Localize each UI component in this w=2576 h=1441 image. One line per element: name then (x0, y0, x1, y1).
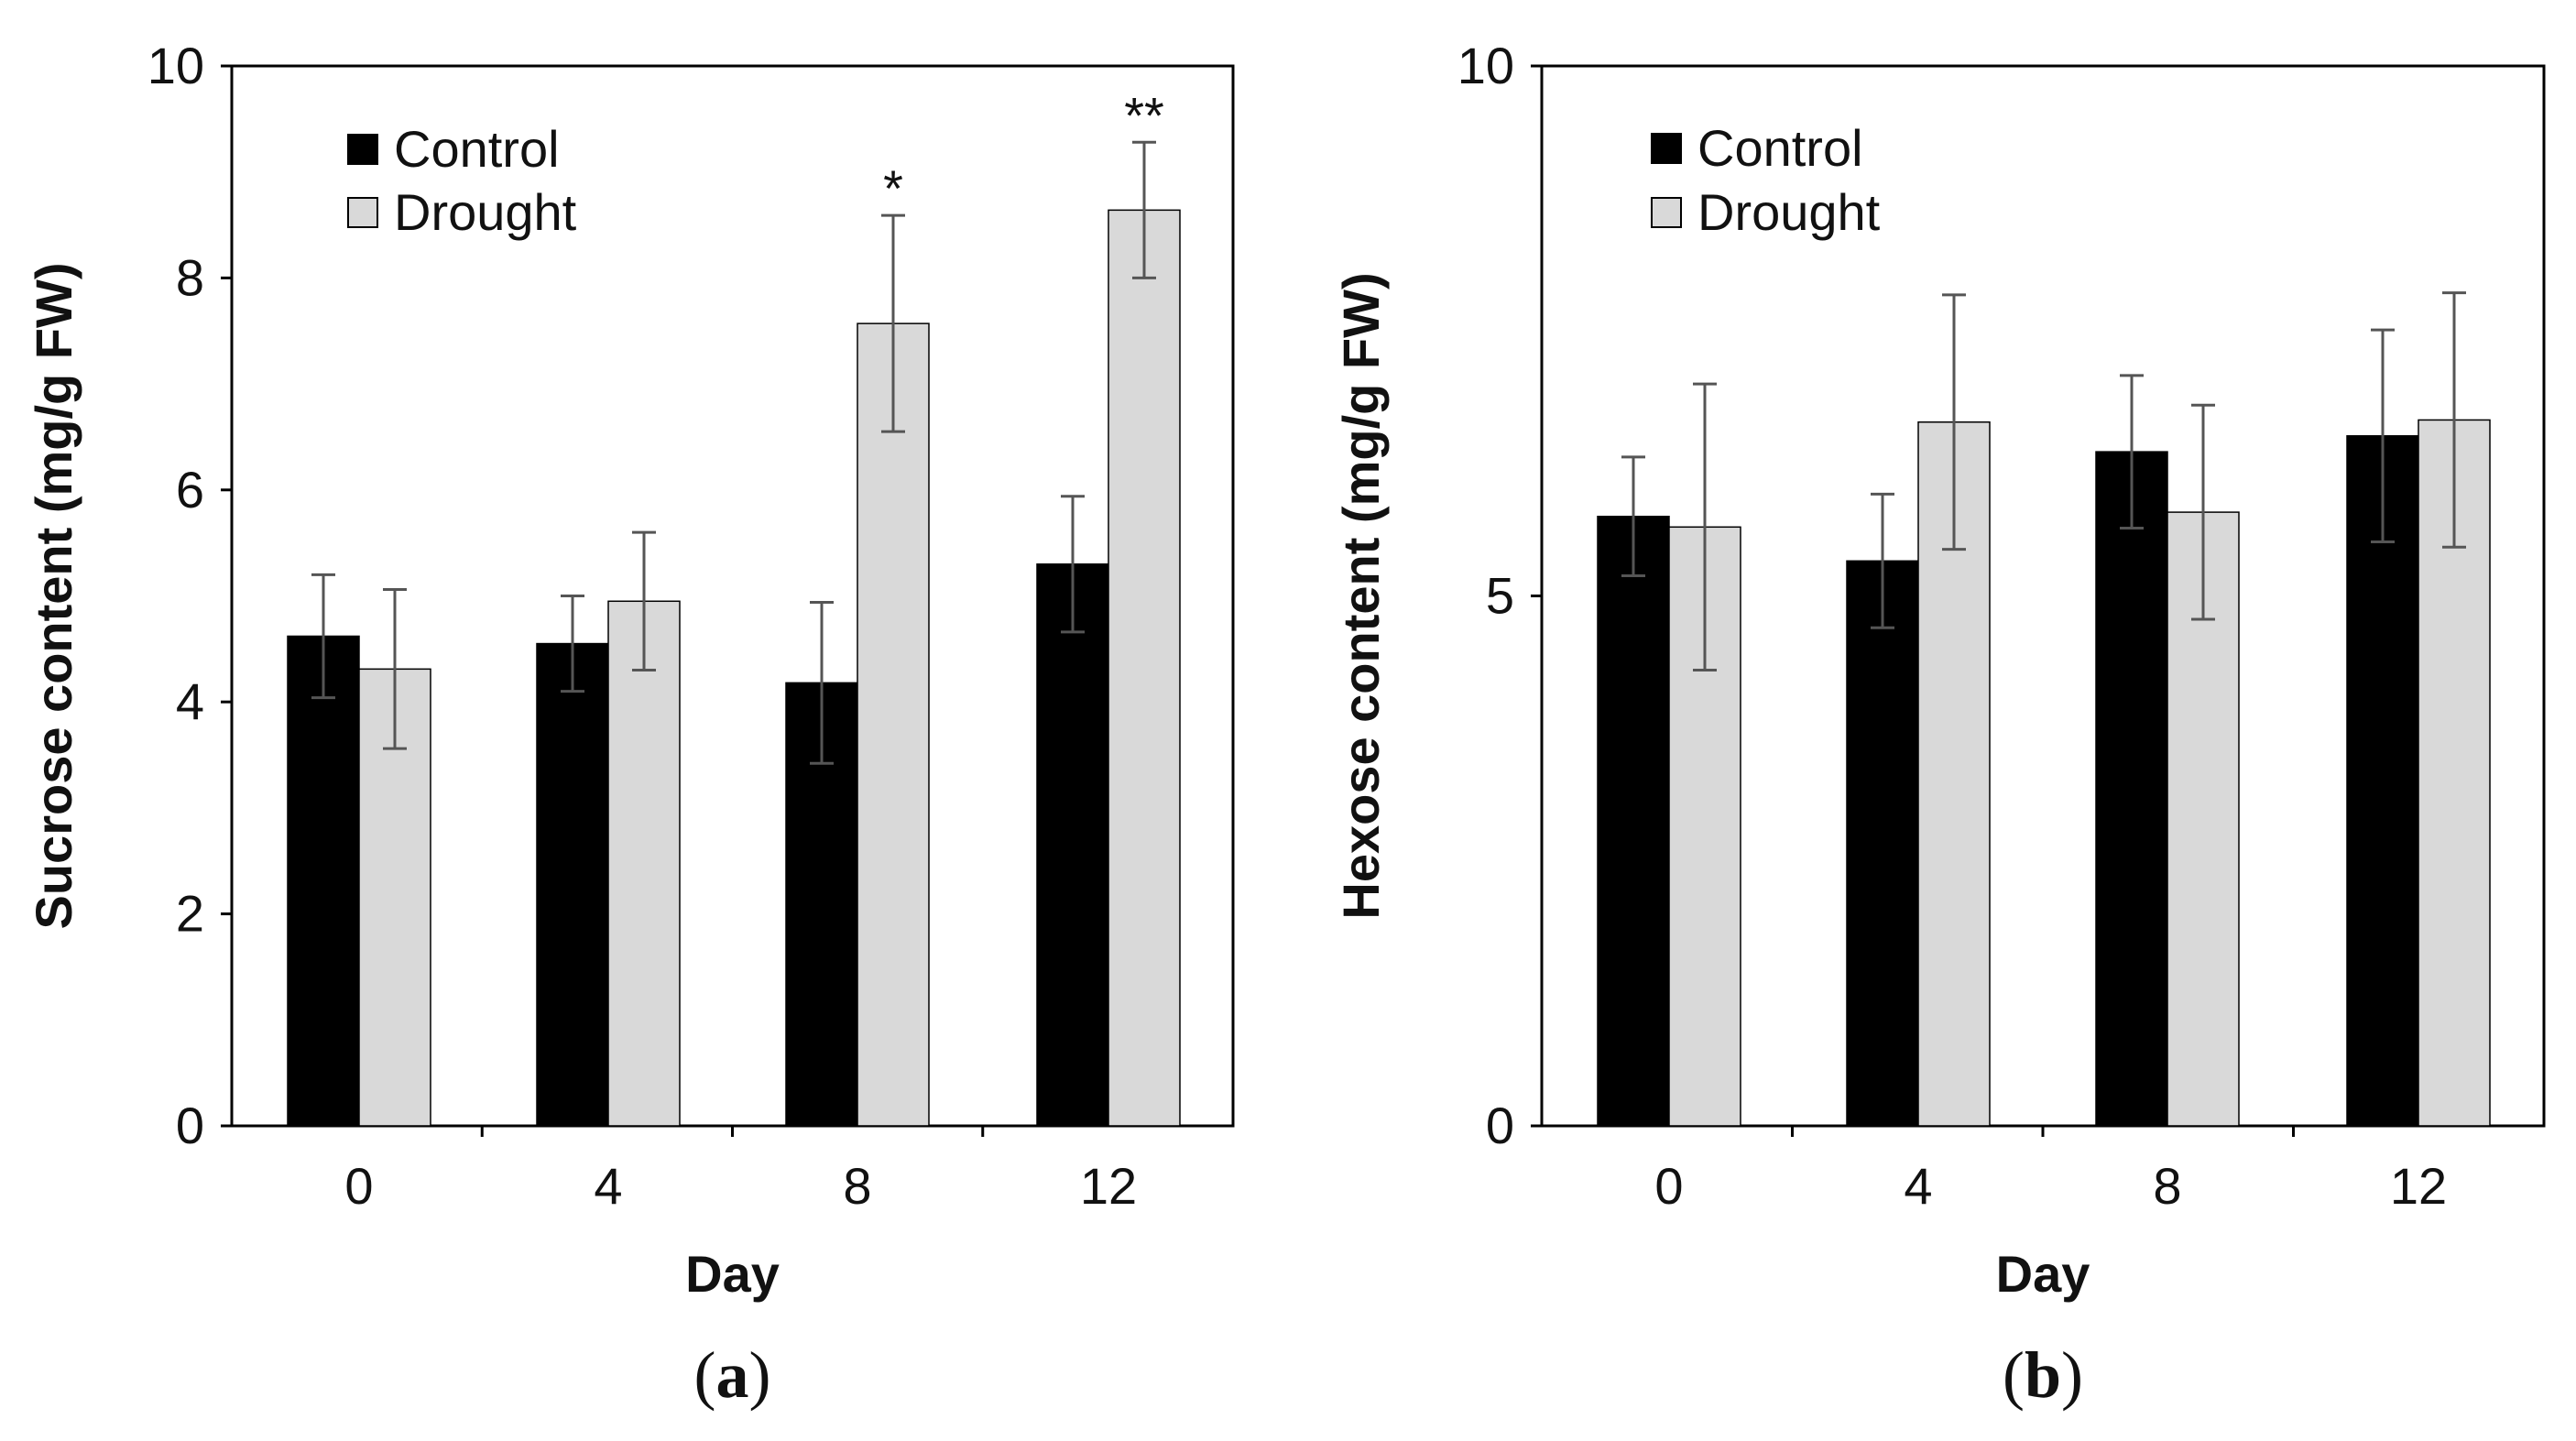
legend-label-drought: Drought (394, 183, 577, 241)
bar-control-day-4 (1846, 560, 1919, 1127)
panel-label-close-paren: ) (749, 1338, 771, 1412)
x-tick-label: 8 (2153, 1157, 2181, 1215)
panel-label-open-paren: ( (2003, 1338, 2025, 1412)
y-tick-label: 2 (176, 885, 204, 943)
x-axis-title: Day (1996, 1245, 2090, 1303)
y-tick-label: 10 (1457, 37, 1514, 94)
significance-marker: * (883, 159, 903, 217)
bar-drought-day-4 (607, 600, 681, 1127)
bar-drought-day-12 (1108, 209, 1181, 1127)
legend-swatch-drought (1651, 197, 1682, 228)
x-tick-label: 8 (843, 1157, 871, 1215)
panel-label-close-paren: ) (2061, 1338, 2083, 1412)
bar-drought-day-8 (857, 322, 930, 1127)
y-axis-title: Hexose content (mg/g FW) (1332, 272, 1390, 919)
panel-label-letter: a (716, 1338, 749, 1412)
panel-label-open-paren: ( (694, 1338, 716, 1412)
panel-label-letter: b (2025, 1338, 2061, 1412)
bar-control-day-0 (287, 635, 360, 1127)
panel-label: (a) (694, 1338, 771, 1412)
x-tick-label: 12 (2390, 1157, 2447, 1215)
bar-control-day-4 (536, 642, 609, 1127)
legend-label-control: Control (1697, 119, 1863, 177)
bar-control-day-0 (1597, 515, 1670, 1127)
bar-control-day-12 (1036, 563, 1109, 1127)
chart-panel-b: 0 5 10 0 4 8 12 Control Drought Day Hexose content… (1332, 37, 2546, 1412)
x-tick-label: 0 (1654, 1157, 1683, 1215)
y-axis-title: Sucrose content (mg/g FW) (25, 263, 82, 930)
y-tick-label: 5 (1486, 567, 1514, 625)
legend-swatch-drought (347, 197, 378, 228)
x-tick-label: 4 (594, 1157, 622, 1215)
x-tick-label: 12 (1080, 1157, 1137, 1215)
significance-marker: ** (1124, 86, 1164, 144)
legend-swatch-control (347, 134, 378, 165)
bar-control-day-8 (2095, 451, 2168, 1127)
y-tick-label: 10 (147, 37, 204, 94)
x-tick-label: 0 (344, 1157, 373, 1215)
y-tick-label: 8 (176, 248, 204, 306)
panel-label: (b) (2003, 1338, 2083, 1412)
y-tick-label: 4 (176, 672, 204, 730)
y-tick-label: 0 (1486, 1097, 1514, 1154)
legend-label-control: Control (394, 120, 560, 178)
y-tick-label: 6 (176, 461, 204, 519)
y-tick-label: 0 (176, 1097, 204, 1154)
bar-control-day-12 (2346, 435, 2419, 1127)
x-tick-label: 4 (1904, 1157, 1932, 1215)
legend-label-drought: Drought (1697, 183, 1881, 241)
legend-swatch-control (1651, 133, 1682, 164)
x-axis-title: Day (685, 1245, 780, 1303)
